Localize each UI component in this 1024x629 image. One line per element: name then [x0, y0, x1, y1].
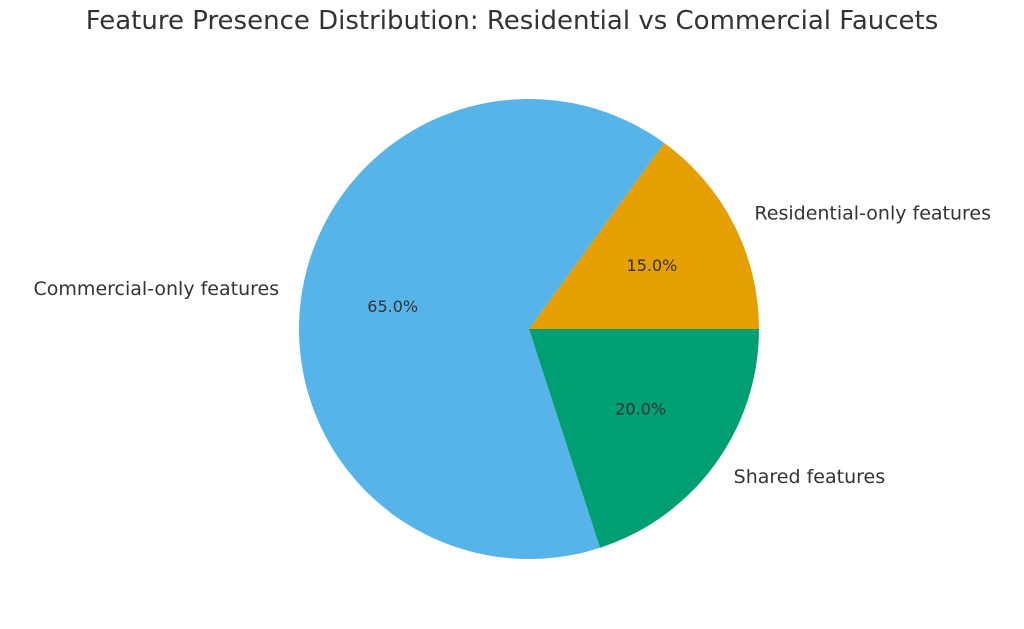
- slice-label-commercial-only-features: Commercial-only features: [34, 278, 280, 300]
- slice-label-residential-only-features: Residential-only features: [754, 203, 991, 225]
- pie-labels: Residential-only features 15.0% Commercial…: [34, 203, 991, 489]
- chart-title: Feature Presence Distribution: Residenti…: [85, 6, 939, 36]
- pct-label-residential-only-features: 15.0%: [627, 256, 678, 275]
- pie-slices: [299, 98, 759, 559]
- pie-slice-shared-features: [529, 329, 759, 548]
- pie-slice-residential-only-features: [529, 142, 759, 329]
- slice-label-shared-features: Shared features: [734, 466, 885, 488]
- pct-label-commercial-only-features: 65.0%: [367, 297, 418, 316]
- pct-label-shared-features: 20.0%: [615, 400, 666, 419]
- pie-slice-commercial-only-features: [299, 98, 665, 559]
